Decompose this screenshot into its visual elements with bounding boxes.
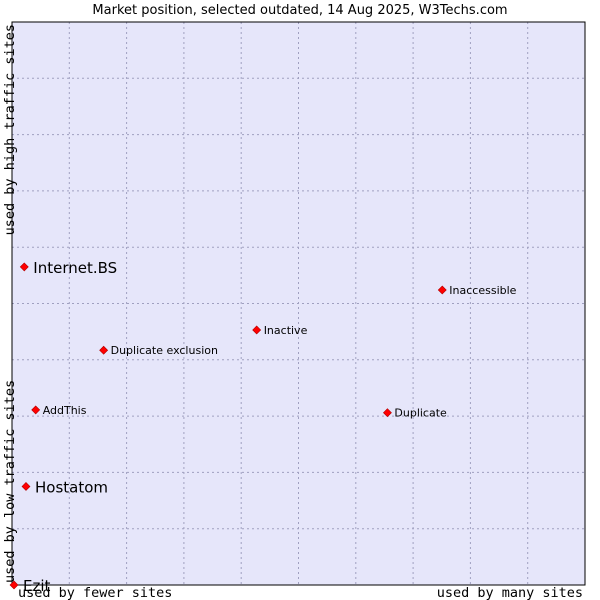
- data-point-label: Ezit: [23, 577, 51, 595]
- data-point-marker: [437, 285, 447, 295]
- data-point-label: Inaccessible: [449, 284, 516, 297]
- data-point-marker: [252, 325, 262, 335]
- data-points: Internet.BS Hostatom Ezit Inaccessible Inact…: [9, 259, 517, 595]
- data-point-marker: [99, 345, 109, 355]
- data-point-marker: [9, 580, 19, 590]
- x-axis-label-right: used by many sites: [437, 585, 583, 600]
- data-point-label: AddThis: [43, 404, 87, 417]
- y-axis-label-top: used by high traffic sites: [2, 24, 18, 235]
- chart-title: Market position, selected outdated, 14 A…: [92, 3, 507, 18]
- grid-lines: [12, 22, 585, 585]
- plot-frame: [11, 21, 586, 586]
- data-point-label: Internet.BS: [33, 259, 117, 277]
- data-point-marker: [31, 405, 41, 415]
- data-point-marker: [21, 482, 31, 491]
- data-point-label: Hostatom: [35, 479, 108, 497]
- y-axis-label-bottom: used by low traffic sites: [2, 380, 18, 583]
- data-point-label: Duplicate exclusion: [111, 344, 218, 357]
- data-point-label: Inactive: [264, 324, 308, 337]
- data-point-marker: [383, 408, 392, 418]
- data-point-label: Duplicate: [394, 407, 447, 420]
- data-point-marker: [19, 262, 29, 272]
- x-axis-label-left: used by fewer sites: [18, 585, 172, 600]
